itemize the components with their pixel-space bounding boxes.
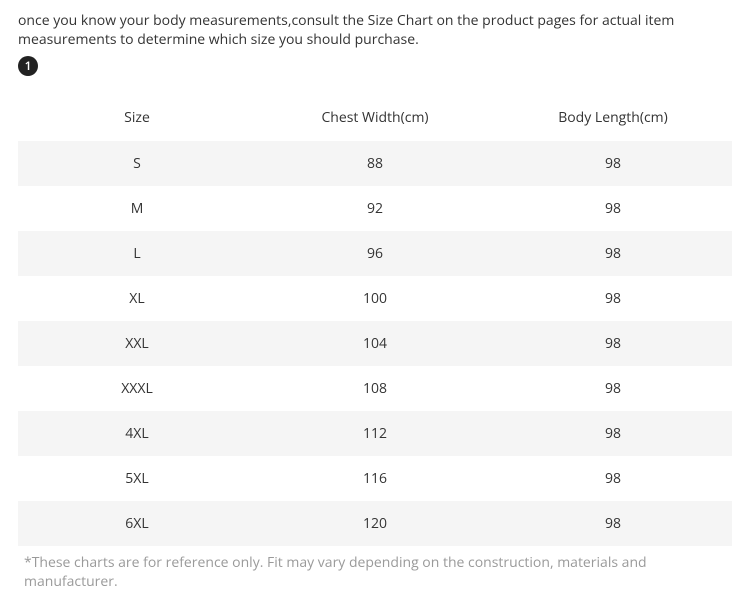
table-row: XXL 104 98 [18,321,732,366]
table-row: M 92 98 [18,186,732,231]
table-row: XXXL 108 98 [18,366,732,411]
table-row: XL 100 98 [18,276,732,321]
table-row: 6XL 120 98 [18,501,732,546]
cell-chest: 116 [256,456,494,501]
cell-size: 4XL [18,411,256,456]
footnote-text: *These charts are for reference only. Fi… [18,546,732,610]
cell-size: M [18,186,256,231]
size-chart-table: Size Chest Width(cm) Body Length(cm) S 8… [18,94,732,546]
cell-chest: 108 [256,366,494,411]
cell-body: 98 [494,456,732,501]
cell-body: 98 [494,411,732,456]
cell-body: 98 [494,366,732,411]
table-row: L 96 98 [18,231,732,276]
col-header-size: Size [18,94,256,141]
cell-size: L [18,231,256,276]
cell-body: 98 [494,276,732,321]
col-header-body: Body Length(cm) [494,94,732,141]
cell-chest: 88 [256,141,494,186]
table-row: 5XL 116 98 [18,456,732,501]
cell-body: 98 [494,141,732,186]
cell-size: 5XL [18,456,256,501]
cell-chest: 96 [256,231,494,276]
cell-chest: 100 [256,276,494,321]
cell-body: 98 [494,231,732,276]
table-row: 4XL 112 98 [18,411,732,456]
cell-chest: 104 [256,321,494,366]
table-header-row: Size Chest Width(cm) Body Length(cm) [18,94,732,141]
cell-size: 6XL [18,501,256,546]
step-badge: 1 [18,56,38,76]
cell-size: XL [18,276,256,321]
cell-size: S [18,141,256,186]
table-row: S 88 98 [18,141,732,186]
cell-body: 98 [494,501,732,546]
cell-body: 98 [494,186,732,231]
intro-text: once you know your body measurements,con… [18,12,732,50]
cell-size: XXXL [18,366,256,411]
cell-chest: 92 [256,186,494,231]
cell-size: XXL [18,321,256,366]
cell-body: 98 [494,321,732,366]
cell-chest: 112 [256,411,494,456]
cell-chest: 120 [256,501,494,546]
col-header-chest: Chest Width(cm) [256,94,494,141]
